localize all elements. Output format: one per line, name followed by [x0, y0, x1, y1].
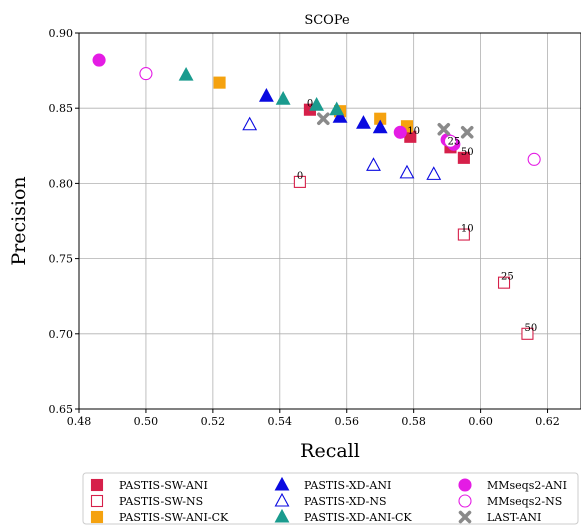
legend-label-pastis-xd-ani-ck: PASTIS-XD-ANI-CK	[304, 511, 412, 524]
point-pastis-xd-ns	[242, 116, 258, 131]
point-last-ani-stroke	[317, 112, 330, 126]
plot-area-frame	[78, 32, 581, 410]
point-last-ani-stroke	[437, 122, 451, 136]
y-tick-label: 0.90	[49, 27, 74, 40]
y-axis-title: Precision	[8, 176, 30, 265]
point-pastis-sw-ani-ck	[213, 76, 226, 89]
point-pastis-xd-ns	[366, 157, 381, 171]
point-last-ani-stroke	[460, 125, 474, 139]
legend-marker-pastis-sw-ani-ck	[90, 510, 104, 524]
x-axis-title: Recall	[300, 440, 360, 462]
legend-marker-pastis-sw-ani	[90, 478, 104, 492]
legend-marker-pastis-xd-ani-ck	[274, 508, 290, 523]
point-pastis-xd-ani	[332, 109, 348, 123]
legend-label-pastis-xd-ani: PASTIS-XD-ANI	[304, 479, 391, 492]
y-tick-label: 0.70	[49, 328, 74, 341]
point-pastis-xd-ani	[356, 115, 371, 129]
point-annotation: 0	[297, 171, 303, 182]
legend-marker-mmseqs2-ns	[458, 494, 472, 508]
point-pastis-sw-ns	[497, 276, 511, 289]
point-pastis-sw-ns	[457, 228, 470, 241]
legend-label-pastis-sw-ani-ck: PASTIS-SW-ANI-CK	[119, 511, 229, 524]
y-tick-label: 0.75	[49, 253, 74, 266]
point-annotation: 25	[447, 136, 460, 147]
legend-marker-pastis-xd-ani	[274, 476, 290, 491]
point-annotation: 25	[501, 272, 514, 283]
data-points	[92, 53, 541, 340]
point-pastis-sw-ani	[457, 151, 470, 164]
x-tick-label: 0.58	[401, 415, 426, 428]
x-tick-label: 0.52	[201, 415, 226, 428]
point-annotation: 10	[407, 126, 420, 137]
x-tick-label: 0.54	[268, 415, 293, 428]
x-tick-label: 0.48	[67, 415, 92, 428]
point-last-ani	[317, 112, 330, 126]
legend-label-mmseqs2-ns: MMseqs2-NS	[487, 495, 562, 508]
point-pastis-xd-ani-ck	[178, 66, 194, 81]
point-pastis-sw-ns	[293, 175, 306, 188]
axis-ticks: 0.48 0.50 0.52 0.54 0.56 0.58 0.60 0.62 0.65 0.70…	[49, 27, 560, 428]
y-tick-label: 0.65	[49, 403, 74, 416]
legend-label-pastis-sw-ani: PASTIS-SW-ANI	[119, 479, 208, 492]
legend-box	[82, 472, 579, 525]
point-pastis-xd-ani-ck	[275, 91, 291, 105]
legend-marker-mmseqs2-ani	[458, 478, 472, 492]
x-tick-label: 0.60	[468, 415, 493, 428]
x-tick-label: 0.50	[134, 415, 159, 428]
point-pastis-xd-ns	[399, 164, 415, 179]
legend-marker-last-ani	[458, 510, 472, 524]
legend-label-pastis-xd-ns: PASTIS-XD-NS	[304, 495, 387, 508]
point-annotation: 50	[524, 323, 537, 334]
point-mmseqs2-ns	[139, 67, 153, 81]
point-pastis-xd-ani-ck	[329, 101, 345, 116]
point-pastis-xd-ani	[258, 88, 274, 102]
y-tick-label: 0.80	[49, 177, 74, 190]
point-pastis-xd-ns	[426, 166, 442, 180]
legend-label-last-ani: LAST-ANI	[487, 511, 541, 524]
y-tick-label: 0.85	[49, 102, 74, 115]
legend-marker-pastis-sw-ns	[90, 494, 104, 508]
point-last-ani	[460, 125, 474, 139]
point-pastis-xd-ani-ck	[309, 97, 325, 111]
point-annotation: 50	[461, 147, 474, 158]
point-annotation: 10	[461, 224, 474, 235]
legend-marker-last-ani-stroke	[458, 510, 472, 524]
chart-title: SCOPe	[304, 13, 350, 28]
x-tick-label: 0.56	[334, 415, 359, 428]
legend: PASTIS-SW-ANI PASTIS-SW-NS PASTIS-SW-ANI-C…	[90, 476, 567, 524]
point-mmseqs2-ns	[443, 134, 458, 148]
point-mmseqs2-ns	[527, 152, 541, 166]
point-pastis-xd-ani	[372, 119, 388, 134]
x-tick-label: 0.62	[535, 415, 560, 428]
point-last-ani	[437, 122, 451, 136]
grid-lines	[78, 32, 581, 410]
point-annotation: 0	[307, 99, 313, 110]
point-pastis-sw-ns	[521, 327, 534, 340]
point-mmseqs2-ani	[92, 53, 106, 67]
legend-marker-pastis-xd-ns	[274, 492, 290, 507]
point-mmseqs2-ani	[393, 125, 407, 139]
legend-label-mmseqs2-ani: MMseqs2-ANI	[487, 479, 567, 492]
legend-label-pastis-sw-ns: PASTIS-SW-NS	[119, 495, 203, 508]
